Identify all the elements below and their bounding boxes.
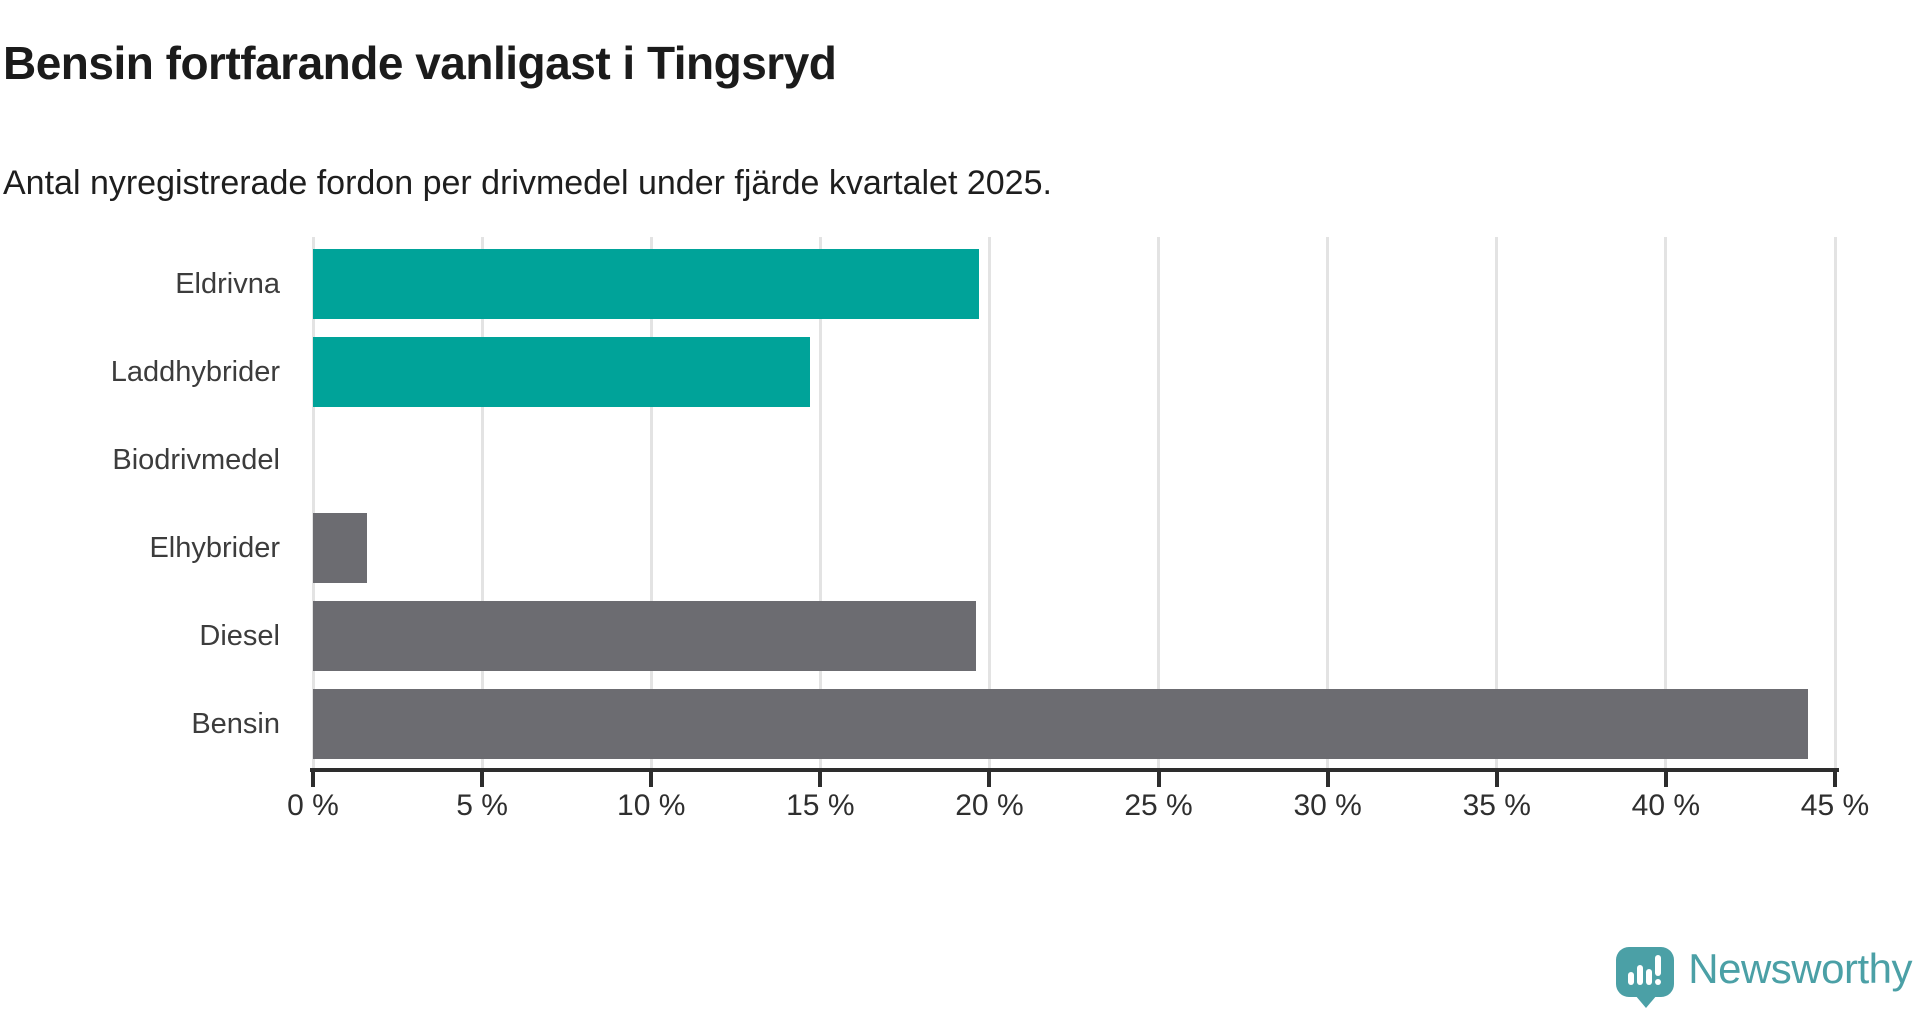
logo-wordmark: Newsworthy [1688,945,1912,992]
gridline-25 [1157,237,1161,768]
x-axis-tick-25 [1156,768,1161,787]
logo-exclamation-bar [1655,955,1662,976]
x-tick-label: 35 % [1462,789,1531,822]
bar-elhybrider [313,513,368,583]
x-tick-label: 10 % [617,789,686,822]
logo-bubble-shape [1616,947,1675,997]
x-tick-label: 0 % [287,789,339,822]
y-axis-label-bensin: Bensin [191,708,280,740]
y-axis-label-elhybrider: Elhybrider [149,532,280,564]
gridline-40 [1664,237,1668,768]
y-axis-label-laddhybrider: Laddhybrider [110,356,280,388]
x-tick-label: 20 % [955,789,1024,822]
gridline-10 [649,237,653,768]
logo-chart-bar-1 [1628,972,1635,985]
x-axis-tick-35 [1494,768,1499,787]
x-tick-label: 45 % [1800,789,1870,822]
x-axis-tick-15 [818,768,823,787]
newsworthy-speech-bubble-chart-icon [1616,944,1675,1008]
x-tick-label: 40 % [1631,789,1701,822]
logo-chart-bar-3 [1646,969,1653,985]
x-axis-tick-30 [1325,768,1330,787]
bar-bensin [313,689,1808,759]
gridline-0 [311,237,315,768]
x-axis-tick-20 [987,768,992,787]
bar-diesel [313,601,976,671]
chart-subtitle: Antal nyregistrerade fordon per drivmede… [3,164,1052,202]
x-axis-line [310,768,1839,772]
bar-laddhybrider [313,337,811,407]
x-axis-tick-10 [649,768,654,787]
x-tick-label: 15 % [786,789,855,822]
x-axis-tick-0 [311,768,315,787]
x-tick-label: 25 % [1124,789,1193,822]
bar-eldrivna [313,249,980,319]
x-axis-tick-5 [480,768,485,787]
logo-exclamation-dot [1655,979,1662,985]
x-tick-label: 30 % [1293,789,1362,822]
gridline-35 [1495,237,1499,768]
gridline-45 [1833,237,1837,768]
x-tick-label: 5 % [456,789,508,822]
chart-title: Bensin fortfarande vanligast i Tingsryd [3,36,837,89]
x-axis-tick-40 [1663,768,1668,787]
y-axis-label-eldrivna: Eldrivna [175,268,280,300]
x-axis-tick-45 [1833,768,1837,787]
logo-bubble-tail [1635,995,1658,1008]
gridline-5 [480,237,484,768]
logo-chart-bar-2 [1637,965,1644,985]
y-axis-label-biodrivmedel: Biodrivmedel [112,444,280,476]
y-axis-label-diesel: Diesel [199,620,280,652]
gridline-20 [987,237,991,768]
gridline-15 [818,237,822,768]
gridline-30 [1326,237,1330,768]
newsworthy-logo: Newsworthy [1616,944,1912,1008]
